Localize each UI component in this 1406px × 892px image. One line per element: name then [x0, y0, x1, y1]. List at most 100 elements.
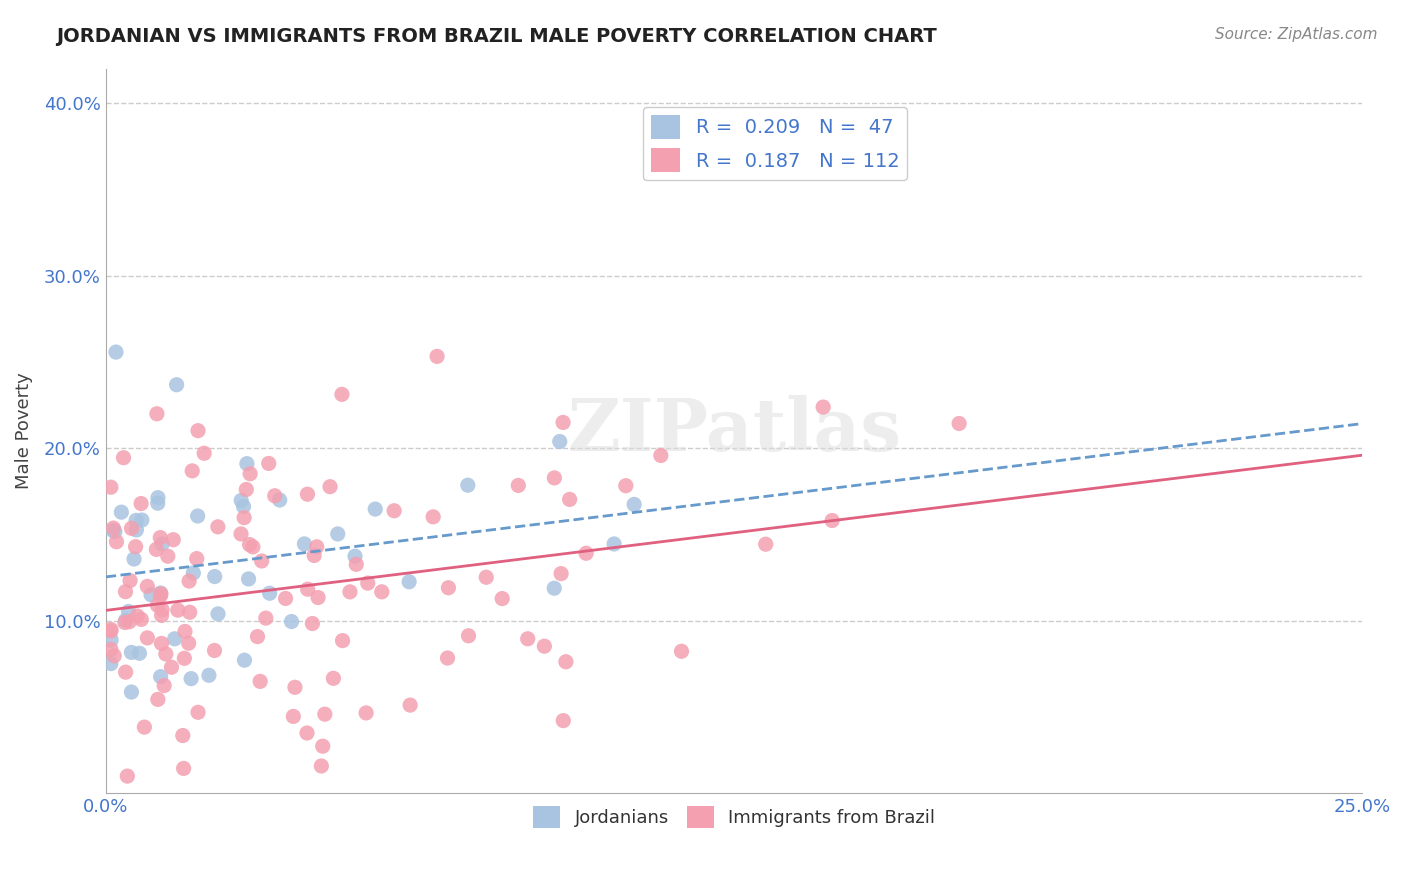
Point: [330, 387, 353, 401]
Point: [305, 540, 328, 554]
Point: [603, 537, 626, 551]
Point: [121, 521, 143, 535]
Point: [114, 615, 136, 630]
Point: [307, 591, 329, 605]
Point: [149, 589, 172, 603]
Point: [550, 566, 572, 581]
Point: [314, 707, 336, 722]
Point: [177, 636, 200, 650]
Point: [129, 497, 152, 511]
Point: [242, 540, 264, 554]
Point: [156, 549, 179, 564]
Point: [193, 446, 215, 460]
Point: [259, 586, 281, 600]
Point: [319, 480, 342, 494]
Point: [543, 471, 565, 485]
Point: [755, 537, 778, 551]
Point: [233, 653, 256, 667]
Point: [100, 624, 122, 638]
Point: [294, 537, 316, 551]
Point: [103, 521, 125, 535]
Point: [311, 759, 333, 773]
Point: [120, 685, 142, 699]
Point: [166, 377, 188, 392]
Point: [207, 607, 229, 621]
Point: [339, 584, 361, 599]
Point: [326, 527, 349, 541]
Point: [150, 636, 173, 650]
Point: [239, 467, 262, 481]
Point: [269, 493, 291, 508]
Point: [235, 483, 257, 497]
Point: [821, 514, 844, 528]
Point: [671, 644, 693, 658]
Point: [117, 769, 139, 783]
Point: [118, 615, 141, 629]
Point: [437, 581, 460, 595]
Point: [280, 615, 302, 629]
Point: [104, 345, 127, 359]
Point: [100, 657, 122, 671]
Point: [475, 570, 498, 584]
Point: [187, 508, 209, 523]
Point: [160, 660, 183, 674]
Point: [146, 692, 169, 706]
Point: [173, 651, 195, 665]
Point: [120, 645, 142, 659]
Point: [207, 520, 229, 534]
Point: [398, 574, 420, 589]
Point: [238, 572, 260, 586]
Point: [344, 558, 367, 572]
Point: [163, 632, 186, 646]
Point: [180, 672, 202, 686]
Point: [128, 646, 150, 660]
Point: [177, 574, 200, 588]
Point: [131, 513, 153, 527]
Point: [204, 569, 226, 583]
Text: JORDANIAN VS IMMIGRANTS FROM BRAZIL MALE POVERTY CORRELATION CHART: JORDANIAN VS IMMIGRANTS FROM BRAZIL MALE…: [56, 27, 936, 45]
Text: ZIPatlas: ZIPatlas: [567, 395, 901, 467]
Point: [134, 720, 156, 734]
Point: [650, 449, 672, 463]
Point: [136, 631, 159, 645]
Point: [283, 709, 305, 723]
Point: [558, 492, 581, 507]
Point: [204, 643, 226, 657]
Point: [125, 523, 148, 537]
Point: [554, 655, 576, 669]
Point: [457, 629, 479, 643]
Point: [811, 400, 834, 414]
Point: [295, 726, 318, 740]
Point: [543, 581, 565, 595]
Point: [508, 478, 530, 492]
Point: [174, 624, 197, 639]
Point: [399, 698, 422, 712]
Point: [297, 487, 319, 501]
Point: [516, 632, 538, 646]
Point: [114, 584, 136, 599]
Point: [100, 623, 122, 637]
Point: [112, 450, 135, 465]
Point: [357, 576, 380, 591]
Point: [301, 616, 323, 631]
Point: [114, 665, 136, 680]
Point: [166, 603, 188, 617]
Point: [614, 479, 637, 493]
Point: [548, 434, 571, 449]
Point: [110, 505, 132, 519]
Point: [100, 480, 122, 494]
Point: [100, 633, 122, 648]
Point: [146, 491, 169, 505]
Y-axis label: Male Poverty: Male Poverty: [15, 373, 32, 490]
Point: [117, 605, 139, 619]
Point: [150, 537, 173, 551]
Point: [146, 496, 169, 510]
Point: [125, 513, 148, 527]
Point: [150, 608, 173, 623]
Point: [103, 648, 125, 663]
Point: [312, 739, 335, 754]
Point: [162, 533, 184, 547]
Point: [150, 603, 173, 617]
Point: [149, 670, 172, 684]
Point: [146, 407, 169, 421]
